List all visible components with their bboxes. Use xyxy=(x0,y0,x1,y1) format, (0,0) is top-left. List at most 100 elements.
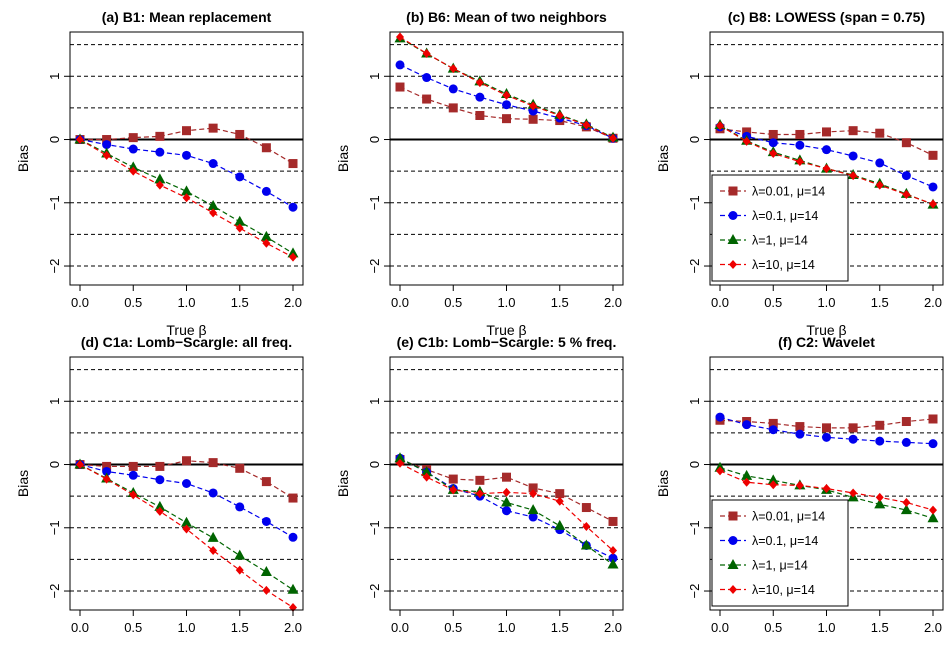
data-point xyxy=(580,539,592,550)
data-point xyxy=(181,185,192,196)
panel-d: (d) C1a: Lomb−Scargle: all freq. 0.0 0.5 1.… xyxy=(15,334,304,635)
x-tick-label: 0.5 xyxy=(444,620,462,635)
data-point xyxy=(716,466,724,476)
panel-title: (e) C1b: Lomb−Scargle: 5 % freq. xyxy=(397,334,617,350)
series-line xyxy=(79,138,294,254)
data-point xyxy=(422,472,431,482)
legend: λ=0.01, μ=14 λ=0.1, μ=14 λ=1, μ=14 λ=10, μ=… xyxy=(711,174,849,282)
data-point xyxy=(154,173,166,184)
panel-b: (b) B6: Mean of two neighbors 0.0 0.5 1.0 1.… xyxy=(335,9,624,338)
data-point xyxy=(129,166,138,176)
y-tick-label: 0 xyxy=(367,136,382,143)
data-point xyxy=(528,106,538,116)
y-tick-label: 1 xyxy=(687,73,702,80)
data-point xyxy=(741,469,753,480)
data-point xyxy=(396,458,404,468)
data-point xyxy=(235,223,244,233)
legend-entry: λ=0.1, μ=14 xyxy=(752,534,818,548)
x-tick-label: 2.0 xyxy=(604,620,622,635)
data-point xyxy=(261,186,271,196)
data-point xyxy=(822,484,831,494)
data-point xyxy=(261,143,271,153)
series-line xyxy=(399,458,614,522)
data-point xyxy=(822,423,831,433)
data-point xyxy=(848,434,858,444)
data-point xyxy=(928,414,938,424)
data-point xyxy=(102,474,111,484)
data-point xyxy=(529,101,538,111)
data-point xyxy=(901,138,911,148)
legend-entry: λ=0.1, μ=14 xyxy=(752,209,818,223)
x-tick-label: 0.0 xyxy=(711,620,729,635)
data-point xyxy=(182,193,191,203)
panel-title: (b) B6: Mean of two neighbors xyxy=(406,9,607,25)
legend: λ=0.01, μ=14 λ=0.1, μ=14 λ=1, μ=14 λ=10, μ=… xyxy=(711,499,849,607)
data-point xyxy=(849,171,858,181)
x-tick-label: 1.0 xyxy=(817,620,835,635)
data-point xyxy=(209,546,218,556)
data-point xyxy=(128,470,138,480)
plot-frame xyxy=(389,356,624,611)
data-point xyxy=(768,418,778,428)
data-point xyxy=(608,516,618,526)
data-point xyxy=(182,524,191,534)
data-point xyxy=(235,463,245,473)
data-point xyxy=(288,532,298,542)
data-point xyxy=(502,472,511,482)
data-point xyxy=(928,150,938,160)
data-point xyxy=(289,252,297,262)
data-point xyxy=(207,531,219,542)
data-point xyxy=(502,506,511,516)
data-point xyxy=(208,123,218,133)
data-point xyxy=(875,128,885,138)
legend-entry: λ=1, μ=14 xyxy=(752,234,808,248)
data-point xyxy=(448,84,458,94)
x-tick-label: 1.0 xyxy=(177,620,195,635)
data-point xyxy=(875,158,885,168)
data-point xyxy=(287,583,299,594)
data-point xyxy=(260,230,272,241)
x-tick-label: 1.0 xyxy=(497,295,515,310)
data-point xyxy=(875,492,884,502)
series-line xyxy=(399,457,614,565)
data-point xyxy=(129,490,138,500)
data-point xyxy=(128,144,138,154)
y-tick-label: −1 xyxy=(687,520,702,535)
data-point xyxy=(208,159,218,169)
data-point xyxy=(102,466,112,476)
data-point xyxy=(181,516,192,527)
data-point xyxy=(102,140,112,150)
x-tick-label: 1.0 xyxy=(177,295,195,310)
x-tick-label: 2.0 xyxy=(604,295,622,310)
x-tick-label: 1.5 xyxy=(551,295,569,310)
data-point xyxy=(795,422,805,432)
legend-marker xyxy=(728,211,738,220)
data-point xyxy=(528,114,538,124)
data-point xyxy=(928,439,938,449)
data-point xyxy=(208,458,218,468)
y-tick-label: −2 xyxy=(47,584,62,599)
data-point xyxy=(449,485,458,495)
legend-entry: λ=0.01, μ=14 xyxy=(752,510,825,524)
data-point xyxy=(155,147,165,157)
data-point xyxy=(555,496,564,506)
data-point xyxy=(102,461,112,471)
data-point xyxy=(287,247,299,258)
panel-title: (d) C1a: Lomb−Scargle: all freq. xyxy=(81,334,292,350)
y-tick-label: 0 xyxy=(47,461,62,468)
y-tick-label: 1 xyxy=(367,398,382,405)
x-axis-label: True β xyxy=(166,322,206,338)
data-point xyxy=(234,549,246,560)
data-point xyxy=(581,503,591,513)
legend-entry: λ=10, μ=14 xyxy=(752,258,815,272)
y-axis-label: Bias xyxy=(15,145,31,172)
data-point xyxy=(742,477,751,487)
data-point xyxy=(554,519,566,530)
x-tick-label: 0.0 xyxy=(391,620,409,635)
y-axis-label: Bias xyxy=(15,470,31,497)
y-tick-label: 0 xyxy=(687,136,702,143)
x-tick-label: 1.5 xyxy=(551,620,569,635)
data-point xyxy=(475,92,485,102)
y-tick-label: −2 xyxy=(687,259,702,274)
